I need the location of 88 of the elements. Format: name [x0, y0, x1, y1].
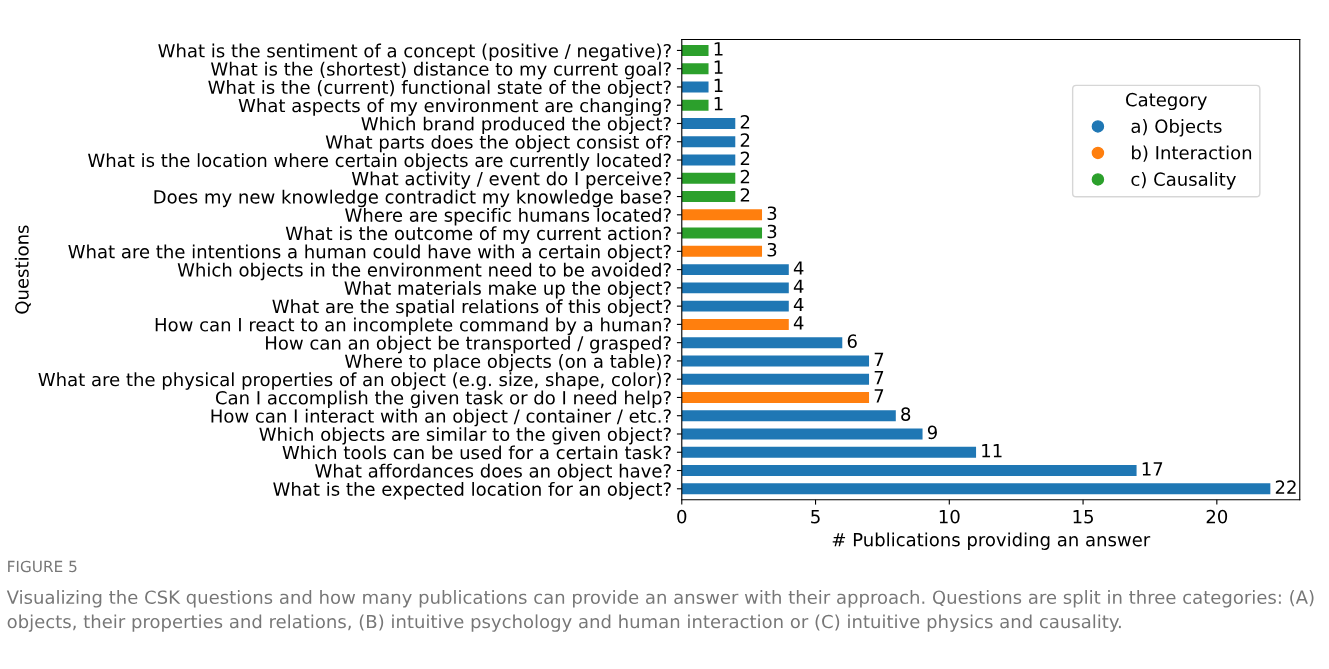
- data-label: 22: [1275, 480, 1296, 494]
- bar: [681, 245, 763, 257]
- data-label: 9: [927, 425, 937, 440]
- data-label: 4: [793, 261, 804, 275]
- y-tick-label: What is the (current) functional state of the object?: [208, 80, 671, 98]
- y-tick-label: What parts does the object consist of?: [325, 134, 671, 153]
- data-label: 6: [847, 334, 857, 348]
- legend-label: c) Causality: [1131, 172, 1236, 190]
- data-label: 7: [874, 389, 884, 403]
- bar: [681, 373, 870, 385]
- data-label: 1: [714, 42, 723, 56]
- data-label: 4: [793, 316, 804, 330]
- y-tick-label: Which objects in the environment need to be avoided?: [177, 262, 671, 281]
- bar: [681, 81, 709, 93]
- data-label: 17: [1142, 462, 1163, 476]
- bar: [681, 483, 1271, 495]
- x-tick-label: 0: [677, 509, 687, 524]
- y-tick-label: What affordances does an object have?: [315, 463, 671, 482]
- data-label: 2: [740, 115, 750, 129]
- y-tick-label: How can I react to an incomplete command by a human?: [155, 317, 671, 336]
- bar: [681, 264, 789, 276]
- bar: [681, 428, 923, 440]
- y-tick-label: What are the spatial relations of this object?: [272, 299, 671, 317]
- data-label: 7: [874, 352, 884, 366]
- bar: [681, 63, 709, 75]
- bar: [681, 227, 763, 239]
- y-tick-label: What are the physical properties of an object (e.g. size, shape, color)?: [38, 372, 671, 390]
- y-tick-label: What is the sentiment of a concept (positive / negative)?: [158, 43, 671, 62]
- text: Visualizing the CSK questions and how many publications can provide an answer with their approach. Questions are split in three categories: (A) objects, their properties and relations, (B) intuitive psychology and human interaction or (C) intuitive physics and causality.: [6, 590, 1314, 632]
- data-label: 1: [714, 97, 723, 111]
- x-tick-label: 5: [811, 510, 820, 524]
- bar: [681, 44, 709, 56]
- y-axis-title: Questions: [14, 225, 31, 314]
- data-label: 1: [714, 60, 723, 74]
- y-tick-label: How can I interact with an object / container / etc.?: [211, 408, 671, 427]
- legend-label: a) Objects: [1131, 119, 1222, 137]
- data-label: 8: [901, 407, 911, 421]
- data-label: 4: [793, 297, 804, 312]
- data-label: 2: [740, 169, 750, 184]
- x-tick-label: 15: [1073, 510, 1093, 524]
- bar: [681, 446, 977, 458]
- data-label: 3: [767, 224, 777, 239]
- caption: FIGURE 5: [8, 560, 77, 573]
- bar: [681, 318, 789, 330]
- data-label: 1: [714, 78, 723, 92]
- bar: [681, 99, 709, 111]
- y-tick-label: What activity / event do I perceive?: [351, 171, 671, 189]
- y-tick-label: Where are specific humans located?: [345, 207, 671, 226]
- y-tick-label: What is the outcome of my current action?: [285, 226, 671, 244]
- bar: [681, 465, 1137, 476]
- y-tick-label: Does my new knowledge contradict my knowledge base?: [154, 189, 671, 208]
- y-tick-label: What is the location where certain objects are currently located?: [88, 153, 671, 171]
- y-tick-label: What materials make up the object?: [344, 281, 671, 299]
- bar: [681, 154, 736, 166]
- data-label: 3: [767, 242, 777, 257]
- x-tick-label: 10: [939, 509, 960, 524]
- data-label: 2: [740, 133, 750, 147]
- y-tick-label: What is the expected location for an object?: [273, 481, 671, 500]
- data-label: 3: [767, 206, 777, 221]
- data-label: 11: [982, 444, 1002, 458]
- bar: [681, 410, 896, 422]
- bar: [681, 355, 870, 367]
- y-tick-label: What are the intentions a human could have with a certain object?: [68, 244, 671, 262]
- y-tick-label: Which tools can be used for a certain task?: [282, 445, 671, 460]
- x-axis-title: # Publications providing an answer: [832, 532, 1151, 550]
- y-tick-label: What is the (shortest) distance to my current goal?: [210, 61, 671, 80]
- data-label: 2: [740, 188, 750, 202]
- legend-label: b) Interaction: [1132, 145, 1252, 162]
- y-tick-label: Where to place objects (on a table)?: [344, 354, 671, 372]
- legend-title: Category: [1126, 92, 1207, 111]
- bar: [681, 209, 763, 221]
- data-label: 7: [874, 371, 884, 385]
- bar: [681, 337, 843, 349]
- data-label: 4: [793, 279, 804, 293]
- y-tick-label: Which objects are similar to the given object?: [259, 427, 671, 445]
- y-tick-label: Can I accomplish the given task or do I need help?: [215, 390, 671, 409]
- bar: [681, 191, 736, 203]
- bar: [681, 136, 736, 148]
- bar: [681, 391, 870, 403]
- y-tick-label: Which brand produced the object?: [361, 116, 671, 135]
- bar: [681, 118, 736, 129]
- bar: [681, 172, 736, 184]
- bar: [681, 300, 789, 312]
- y-tick-label: What aspects of my environment are changing?: [238, 98, 671, 116]
- y-tick-label: How can an object be transported / grasped?: [266, 335, 671, 354]
- data-label: 2: [740, 151, 750, 165]
- bar: [681, 282, 789, 294]
- x-tick-label: 20: [1206, 509, 1228, 524]
